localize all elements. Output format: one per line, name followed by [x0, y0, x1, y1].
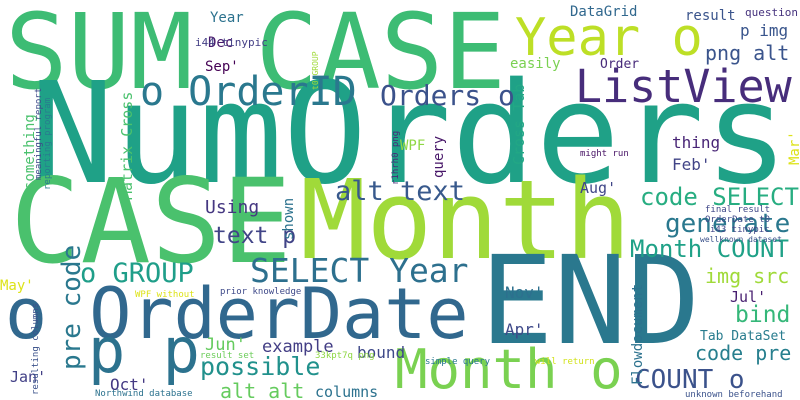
word: CASE [10, 153, 292, 290]
word: png alt [705, 41, 789, 65]
word: prior knowledge [220, 287, 301, 297]
word: Nov' [505, 283, 544, 302]
word: might run [580, 149, 629, 159]
word: example [262, 337, 334, 357]
word: unknown beforehand [685, 390, 783, 400]
word: 33kpt7q png [315, 351, 375, 361]
word: May' [0, 278, 34, 294]
word: SELECT Year [250, 251, 469, 290]
word: alt alt [220, 379, 304, 400]
word: o OrderDate [5, 273, 469, 355]
word: Jul' [730, 288, 766, 306]
word: wellknown dataset [700, 235, 782, 244]
word: COUNT o [635, 365, 745, 395]
word: result set [200, 351, 254, 361]
word: bound [357, 343, 405, 362]
word: Northwind database [95, 389, 193, 399]
word: text p [213, 223, 296, 249]
word: Month [300, 156, 631, 284]
word: Apr' [505, 320, 544, 339]
word: Year [210, 10, 244, 26]
word: meaningful report [34, 88, 44, 180]
word: Feb' [672, 155, 711, 174]
word: SUM CASE [5, 0, 506, 113]
word: question [745, 6, 798, 19]
word: o OrderID [140, 69, 357, 115]
word: Dec [208, 35, 233, 51]
word: simple query [425, 357, 491, 367]
word: o GROUP [80, 258, 194, 289]
word: Year o [515, 8, 703, 68]
word: r1hrh0 png [391, 131, 401, 185]
word: possible [200, 352, 320, 381]
word: shown [281, 198, 297, 240]
word: img src [705, 264, 789, 288]
word: Using [205, 197, 259, 218]
word: END [480, 230, 700, 372]
word: p p [88, 314, 200, 387]
word: p img [740, 21, 788, 40]
word: Oct' [110, 375, 149, 394]
word: NumOrders [30, 53, 789, 216]
word: Cross Tab [510, 84, 528, 165]
word: easily [510, 56, 561, 72]
word: query [431, 136, 447, 178]
word: will return [535, 357, 595, 367]
word: Orders o [380, 79, 515, 112]
word: Flowdocument [630, 284, 646, 385]
word: pre code [57, 245, 87, 370]
word: result [685, 8, 736, 24]
word: Order [600, 57, 639, 72]
word: Month COUNT [630, 235, 789, 263]
word: t0 GROUP [311, 51, 320, 90]
word: Matrix Cross [118, 92, 136, 200]
word: resulting columns [31, 303, 41, 395]
word: code pre [695, 341, 791, 365]
word: i43 tinypic [710, 225, 770, 235]
word: Tab DataSet [700, 329, 786, 344]
word: WPF without [135, 290, 195, 300]
word: alt text [335, 176, 465, 207]
word: WPF [400, 138, 425, 154]
word: ListView [575, 60, 793, 113]
word: DataGrid [570, 4, 637, 20]
word: Jun' [205, 335, 246, 355]
word: final result [705, 205, 770, 215]
word: thing [672, 133, 720, 152]
word: generate [665, 209, 790, 239]
word: bind [735, 302, 790, 328]
word: Sep' [205, 59, 239, 75]
word: columns [315, 383, 378, 400]
word: Month o [395, 338, 623, 400]
word: OrderDate t0 [705, 215, 770, 225]
word: reporting program [43, 98, 53, 190]
word: Mar' [787, 131, 800, 165]
word: something [22, 114, 38, 190]
word: Jan' [10, 368, 46, 386]
word: code SELECT [640, 183, 799, 211]
word: i44 tinypic [195, 36, 268, 49]
word: Aug' [580, 179, 616, 197]
